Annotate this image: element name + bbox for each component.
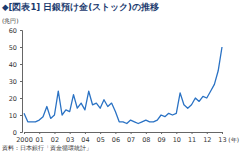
y-tick: 10 (9, 112, 22, 120)
x-tick-mark (131, 132, 132, 134)
x-tick-label: 06 (112, 136, 120, 144)
x-tick: 13 (218, 132, 226, 144)
x-tick: 05 (97, 132, 105, 144)
x-tick-label: 08 (142, 136, 150, 144)
x-tick-mark (24, 132, 25, 134)
y-tick-mark (20, 30, 22, 31)
x-tick-label: 2000 (16, 136, 33, 144)
x-tick: 2000 (16, 132, 33, 144)
x-tick: 04 (81, 132, 89, 144)
x-tick: 01 (36, 132, 44, 144)
y-tick: 30 (9, 78, 22, 86)
x-tick-label: 13 (218, 136, 226, 144)
x-tick-mark (146, 132, 147, 134)
x-tick-mark (100, 132, 101, 134)
source: 資料：日本銀行「資金循環統計」 (2, 145, 92, 152)
y-tick-label: 40 (9, 61, 17, 69)
y-tick-mark (20, 47, 22, 48)
chart: ◆[図表1] 日銀預け金(ストック)の推移(兆円)010203040506020… (0, 0, 240, 152)
x-tick: 02 (51, 132, 59, 144)
x-tick-label: 11 (188, 136, 196, 144)
x-tick-label: 04 (81, 136, 89, 144)
y-tick-label: 10 (9, 112, 17, 120)
x-tick-label: 10 (173, 136, 181, 144)
x-tick-label: 07 (127, 136, 135, 144)
x-tick-label: 03 (66, 136, 74, 144)
x-axis-title: (年) (228, 136, 239, 143)
x-tick-mark (207, 132, 208, 134)
x-tick-mark (70, 132, 71, 134)
x-tick-label: 05 (97, 136, 105, 144)
y-axis: 0102030405060 (9, 27, 23, 137)
x-tick-label: 12 (203, 136, 211, 144)
y-tick-label: 30 (9, 78, 17, 86)
title: ◆[図表1] 日銀預け金(ストック)の推移 (2, 2, 159, 12)
x-tick: 03 (66, 132, 74, 144)
x-tick-mark (161, 132, 162, 134)
y-tick-mark (20, 64, 22, 65)
x-tick: 09 (157, 132, 165, 144)
y-tick-mark (20, 132, 22, 133)
x-tick: 12 (203, 132, 211, 144)
x-tick-mark (192, 132, 193, 134)
y-axis-line (20, 31, 23, 133)
x-tick-mark (85, 132, 86, 134)
y-tick-mark (20, 81, 22, 82)
x-tick-label: 02 (51, 136, 59, 144)
y-tick-label: 50 (9, 44, 17, 52)
x-tick-label: 01 (36, 136, 44, 144)
y-tick: 50 (9, 44, 22, 52)
x-axis-line (25, 133, 223, 135)
y-tick: 20 (9, 95, 22, 103)
y-tick: 60 (9, 27, 22, 35)
x-tick-mark (54, 132, 55, 134)
data-line (24, 47, 222, 124)
x-tick-mark (222, 132, 223, 134)
y-tick-mark (20, 115, 22, 116)
x-axis: 200001 02 03 04 05 06 07 08 09 10 11 12 13 (16, 132, 226, 144)
x-tick-mark (39, 132, 40, 134)
y-tick-label: 60 (9, 27, 17, 35)
plot-area (24, 47, 222, 124)
y-tick: 40 (9, 61, 22, 69)
x-tick: 06 (112, 132, 120, 144)
y-tick-label: 20 (9, 95, 17, 103)
y-tick-mark (20, 98, 22, 99)
x-tick-mark (115, 132, 116, 134)
x-tick: 11 (188, 132, 196, 144)
x-tick: 10 (173, 132, 181, 144)
x-tick: 08 (142, 132, 150, 144)
y-axis-title: (兆円) (2, 17, 19, 24)
x-tick-mark (176, 132, 177, 134)
x-tick-label: 09 (157, 136, 165, 144)
x-tick: 07 (127, 132, 135, 144)
